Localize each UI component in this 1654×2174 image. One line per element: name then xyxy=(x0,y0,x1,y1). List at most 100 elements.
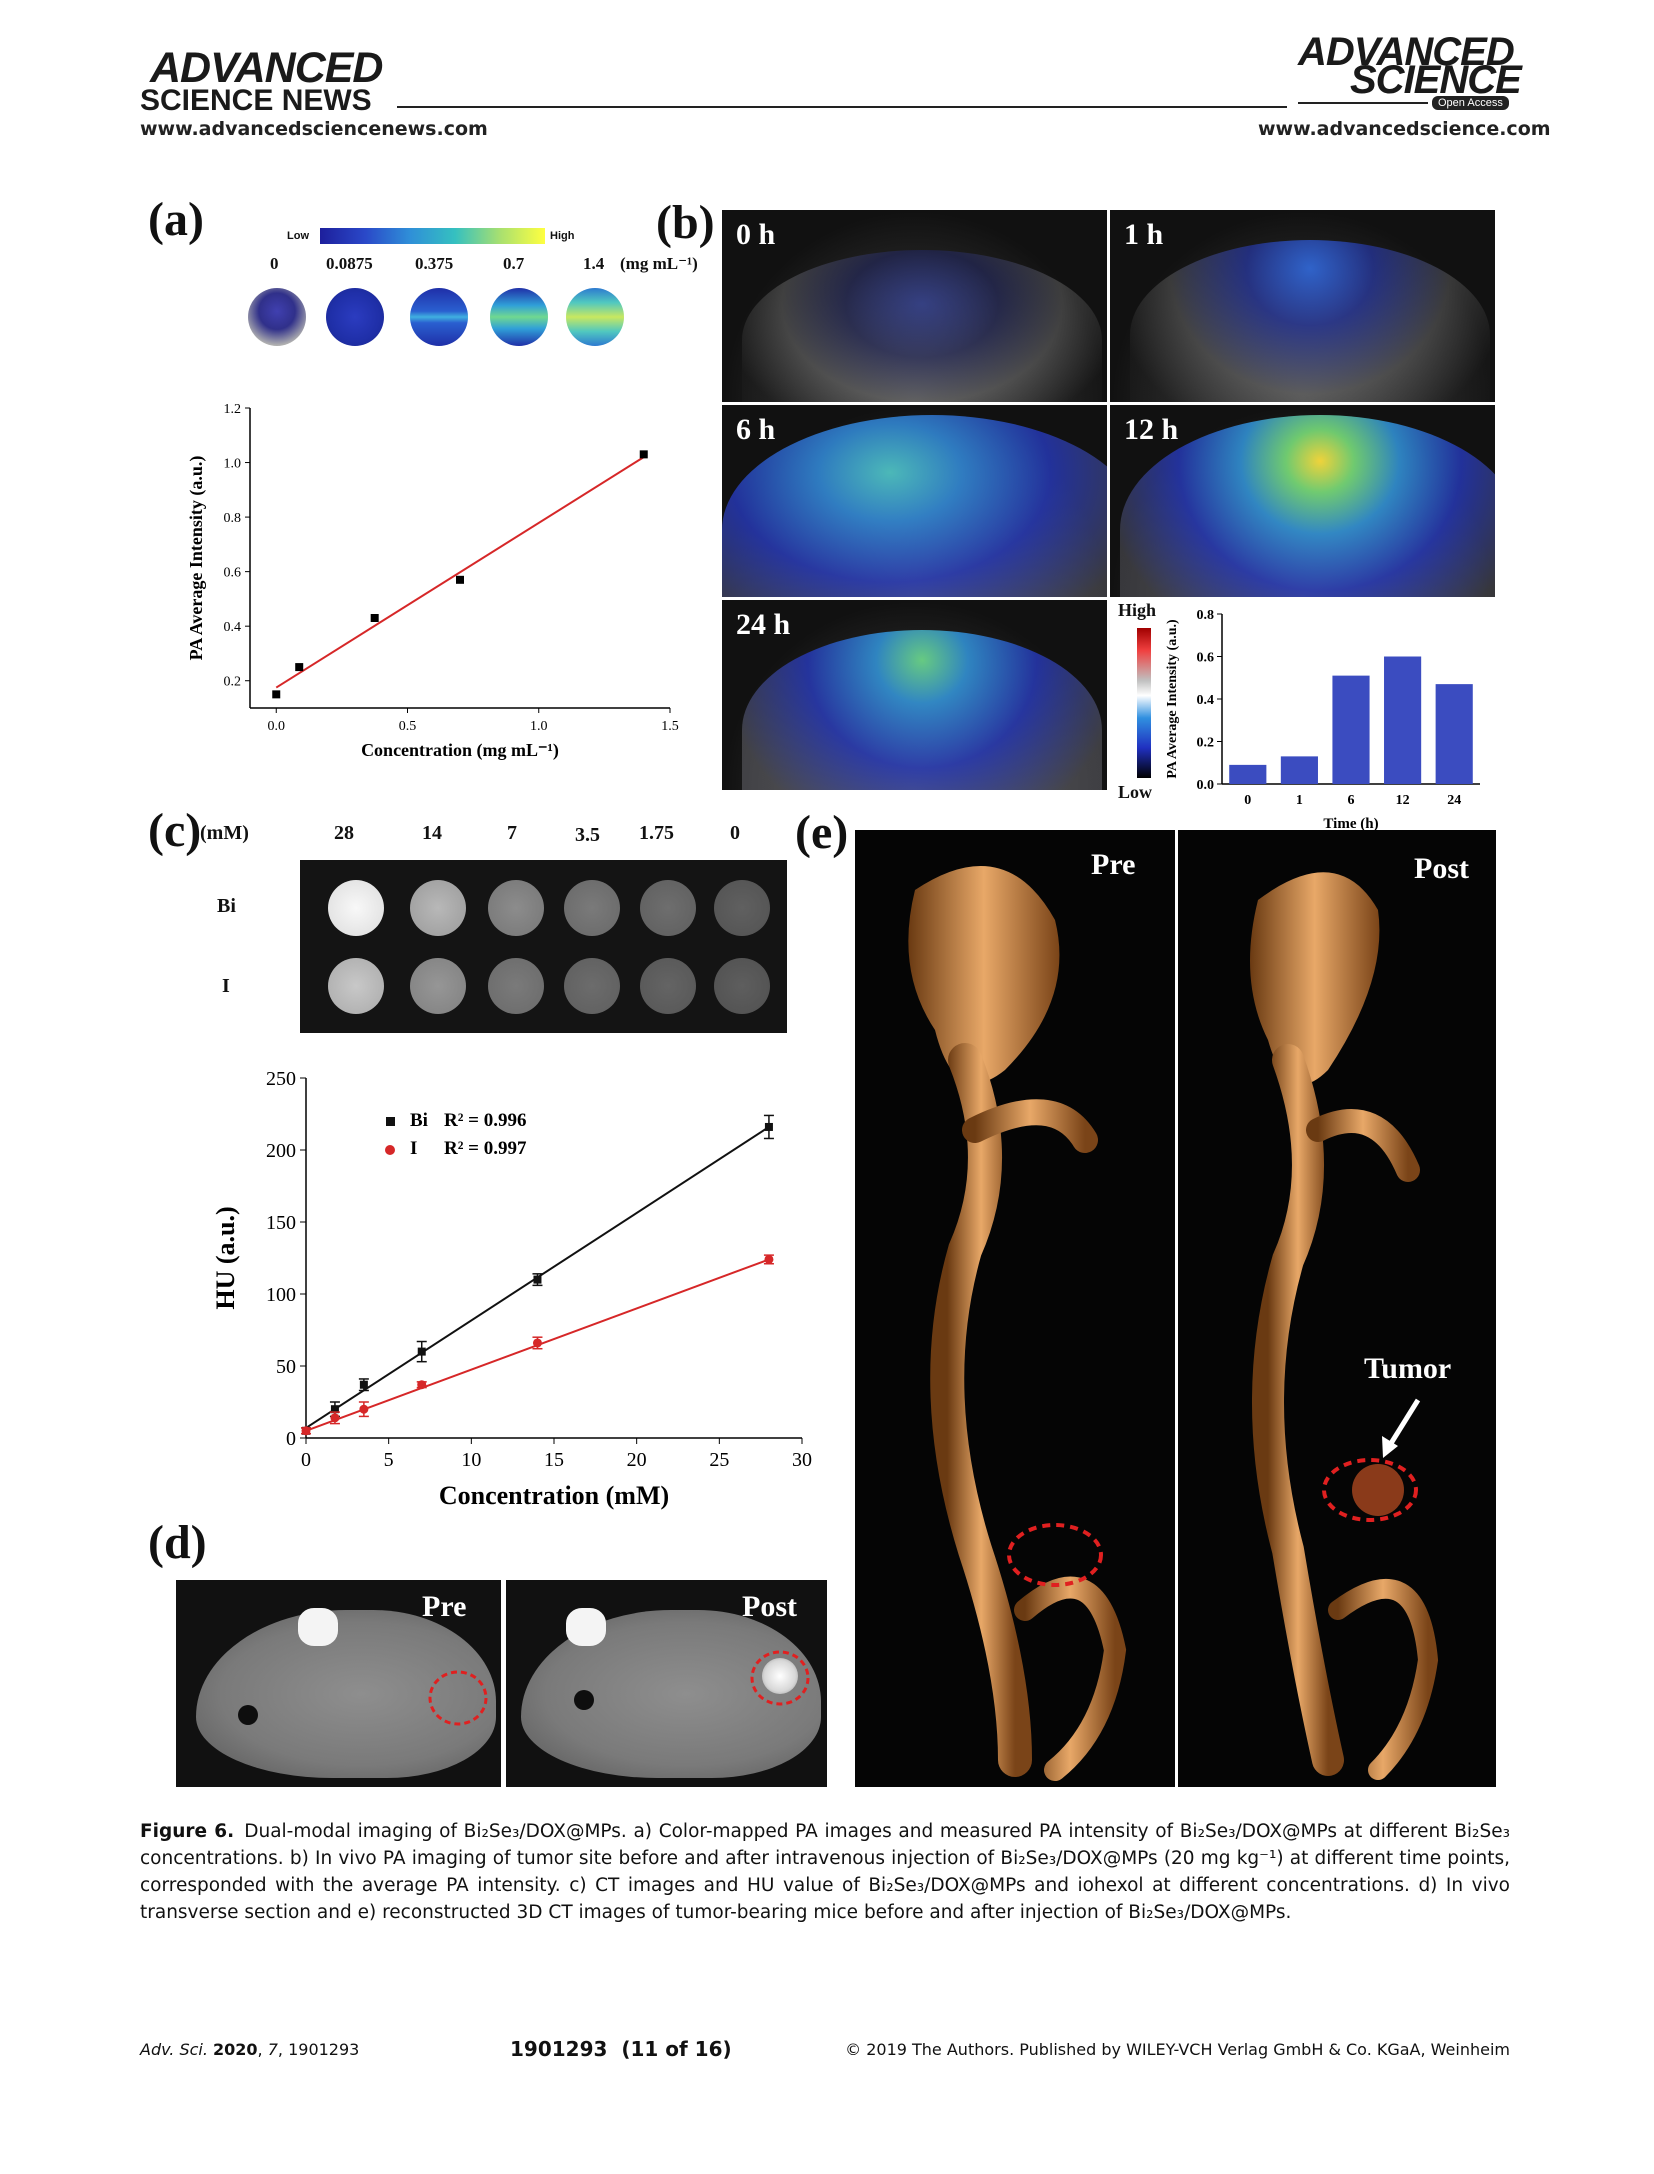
panel-a-phantom-4 xyxy=(566,288,624,346)
pa-image-0h: 0 h xyxy=(722,210,1107,402)
brand-logo-right: ADVANCED xyxy=(1298,30,1515,74)
pa-image-6h-label: 6 h xyxy=(736,413,776,446)
x-axis-label: Time (h) xyxy=(1323,816,1378,832)
data-point xyxy=(359,1380,368,1389)
fit-line xyxy=(275,456,645,689)
x-tick-label: 6 xyxy=(1348,793,1355,808)
x-tick-label: 1.5 xyxy=(661,719,679,734)
ct-slice-pre-label: Pre xyxy=(422,1590,467,1623)
panel-c-chart: 0 50 100 150 200 250 0 5 10 15 20 25 30 Bi R² = 0.996 I… xyxy=(211,1068,812,1510)
data-point xyxy=(330,1405,339,1414)
x-axis-label: Concentration (mg mL⁻¹) xyxy=(361,740,559,761)
y-axis-label: PA Average Intensity (a.u.) xyxy=(1165,619,1180,779)
x-tick-label: 20 xyxy=(627,1449,647,1471)
pa-image-1h: 1 h xyxy=(1110,210,1495,402)
y-tick-label: 0.8 xyxy=(224,511,242,526)
data-point xyxy=(533,1275,542,1284)
y-tick-label: 0.2 xyxy=(224,675,242,690)
panel-c-conc-4: 1.75 xyxy=(639,822,674,844)
ct-phantom-panel xyxy=(300,860,787,1033)
figure-caption: Figure 6. Dual-modal imaging of Bi₂Se₃/DO… xyxy=(140,1818,1510,1926)
y-tick-label: 0.6 xyxy=(1197,651,1215,666)
pa-image-24h: 24 h xyxy=(722,600,1107,790)
pa-image-0h-label: 0 h xyxy=(736,218,776,251)
ct-slice-post-label: Post xyxy=(742,1590,797,1623)
panel-b-chart: 0.0 0.2 0.4 0.6 0.8 0 1 6 12 24 Time (h) PA Average… xyxy=(1165,608,1480,832)
panel-b-colorbar-low: Low xyxy=(1118,782,1153,802)
bar xyxy=(1435,684,1473,784)
legend-marker xyxy=(385,1145,395,1155)
y-tick-label: 0.4 xyxy=(1197,693,1215,708)
footer-copyright: © 2019 The Authors. Published by WILEY-V… xyxy=(845,2040,1510,2059)
data-point xyxy=(764,1254,774,1264)
open-access-badge: Open Access xyxy=(1432,96,1509,110)
y-tick-label: 0.8 xyxy=(1197,608,1215,623)
x-tick-label: 1 xyxy=(1296,793,1303,808)
x-tick-label: 10 xyxy=(461,1449,481,1471)
x-tick-label: 1.0 xyxy=(530,719,548,734)
panel-a-conc-3: 0.7 xyxy=(503,254,525,273)
ct-3d-post-label: Post xyxy=(1414,852,1469,885)
panel-c-unit: (mM) xyxy=(200,822,249,844)
panel-b-letter: (b) xyxy=(656,196,715,249)
y-tick-label: 0.6 xyxy=(224,566,242,581)
y-tick-label: 200 xyxy=(266,1140,296,1162)
panel-a-phantom-1 xyxy=(326,288,384,346)
panel-c-conc-3: 3.5 xyxy=(575,824,600,846)
panel-a-colorbar xyxy=(320,228,545,244)
data-point xyxy=(417,1347,426,1356)
x-tick-label: 24 xyxy=(1447,793,1461,808)
pa-image-6h: 6 h xyxy=(722,405,1107,597)
x-tick-label: 0 xyxy=(1244,793,1251,808)
y-tick-label: 100 xyxy=(266,1284,296,1306)
legend-name: I xyxy=(410,1138,417,1159)
panel-a-conc-2: 0.375 xyxy=(415,254,454,273)
right-site-link[interactable]: www.advancedscience.com xyxy=(1258,118,1551,140)
y-tick-label: 0.0 xyxy=(1197,778,1215,793)
pa-image-12h-label: 12 h xyxy=(1124,413,1179,446)
x-tick-label: 15 xyxy=(544,1449,564,1471)
caption-text: Dual-modal imaging of Bi₂Se₃/DOX@MPs. a)… xyxy=(140,1821,1511,1923)
legend-r2: R² = 0.997 xyxy=(444,1138,527,1159)
x-tick-label: 12 xyxy=(1396,793,1410,808)
bar xyxy=(1280,756,1318,784)
panel-c-conc-0: 28 xyxy=(334,822,354,844)
legend-r2: R² = 0.996 xyxy=(444,1110,527,1131)
bar xyxy=(1332,675,1370,784)
panel-e-letter: (e) xyxy=(795,806,849,859)
data-point xyxy=(359,1404,369,1414)
bar xyxy=(1384,656,1422,784)
brand-logo-left: ADVANCED xyxy=(150,44,383,92)
panel-a-chart: 0.2 0.4 0.6 0.8 1.0 1.2 0.0 0.5 1.0 1.5 Concentrat… xyxy=(186,402,679,761)
panel-c-row-bi: Bi xyxy=(217,895,236,917)
panel-a-conc-0: 0 xyxy=(270,254,279,273)
data-point xyxy=(764,1122,773,1131)
panel-a-phantom-2 xyxy=(410,288,468,346)
x-tick-label: 0 xyxy=(301,1449,311,1471)
y-tick-label: 0 xyxy=(286,1428,296,1450)
panel-a-conc-1: 0.0875 xyxy=(326,254,373,273)
pa-image-1h-label: 1 h xyxy=(1124,218,1164,251)
y-axis-label: PA Average Intensity (a.u.) xyxy=(186,456,207,661)
y-tick-label: 50 xyxy=(276,1356,296,1378)
pa-image-24h-label: 24 h xyxy=(736,608,791,641)
panel-d-letter: (d) xyxy=(148,1516,207,1569)
panel-a-phantom-3 xyxy=(490,288,548,346)
y-tick-label: 0.4 xyxy=(224,620,242,635)
data-point xyxy=(330,1413,340,1423)
panel-c-letter: (c) xyxy=(148,804,202,857)
data-point xyxy=(370,614,379,622)
footer-citation: Adv. Sci. 2020, 7, 1901293 xyxy=(140,2040,360,2059)
legend-marker xyxy=(386,1117,395,1126)
x-tick-label: 30 xyxy=(792,1449,812,1471)
header-rule xyxy=(397,106,1287,108)
panel-a-colorbar-low: Low xyxy=(287,230,309,242)
y-tick-label: 1.0 xyxy=(224,457,242,472)
legend-name: Bi xyxy=(410,1110,428,1131)
panel-b-colorbar-high: High xyxy=(1118,600,1157,620)
brand-logo-left-sub: SCIENCE NEWS xyxy=(140,84,372,117)
y-axis-label: HU (a.u.) xyxy=(211,1206,240,1309)
y-tick-label: 1.2 xyxy=(224,402,242,417)
left-site-link[interactable]: www.advancedsciencenews.com xyxy=(140,118,488,140)
figure-label: Figure 6. xyxy=(140,1821,235,1842)
